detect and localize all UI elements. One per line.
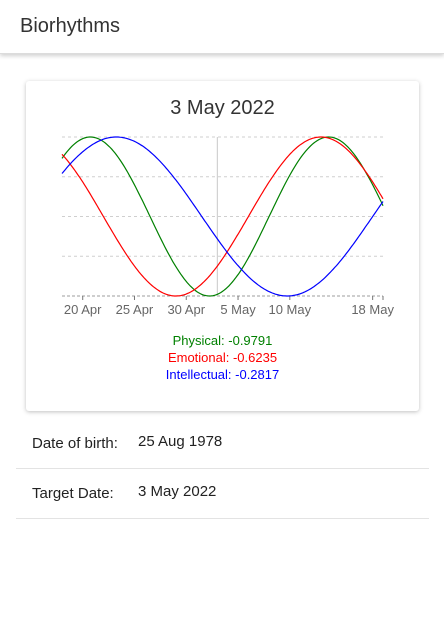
x-tick-label: 20 Apr: [64, 302, 102, 317]
biorhythm-chart: 20 Apr 25 Apr 30 Apr 5 May 10 May 18 May: [61, 136, 394, 317]
target-date-value[interactable]: 3 May 2022: [138, 483, 217, 500]
app-bar: Biorhythms: [0, 0, 444, 54]
chart-legend: Physical: -0.9791 Emotional: -0.6235 Int…: [26, 332, 419, 383]
x-tick-label: 25 Apr: [116, 302, 154, 317]
series-line-physical: [61, 136, 384, 297]
x-tick-label: 30 Apr: [167, 302, 205, 317]
date-of-birth-row[interactable]: Date of birth: 25 Aug 1978: [16, 420, 429, 469]
legend-emotional: Emotional: -0.6235: [167, 350, 278, 365]
date-of-birth-value[interactable]: 25 Aug 1978: [138, 433, 223, 450]
series-line-intellectual: [61, 136, 384, 297]
target-date-row[interactable]: Target Date: 3 May 2022: [16, 470, 429, 519]
date-of-birth-label: Date of birth:: [32, 435, 118, 452]
x-tick-label: 5 May: [220, 302, 256, 317]
x-tick-label: 18 May: [351, 302, 394, 317]
chart-title: 3 May 2022: [170, 97, 275, 119]
target-date-label: Target Date:: [32, 485, 114, 502]
x-tick-label: 10 May: [268, 302, 311, 317]
chart-card: 3 May 2022 20 Apr 25 Apr 30 Apr 5 May 10 May…: [26, 81, 419, 411]
app-title: Biorhythms: [20, 15, 121, 37]
legend-physical: Physical: -0.9791: [172, 333, 273, 348]
series-line-emotional: [61, 136, 384, 297]
legend-intellectual: Intellectual: -0.2817: [165, 367, 280, 382]
